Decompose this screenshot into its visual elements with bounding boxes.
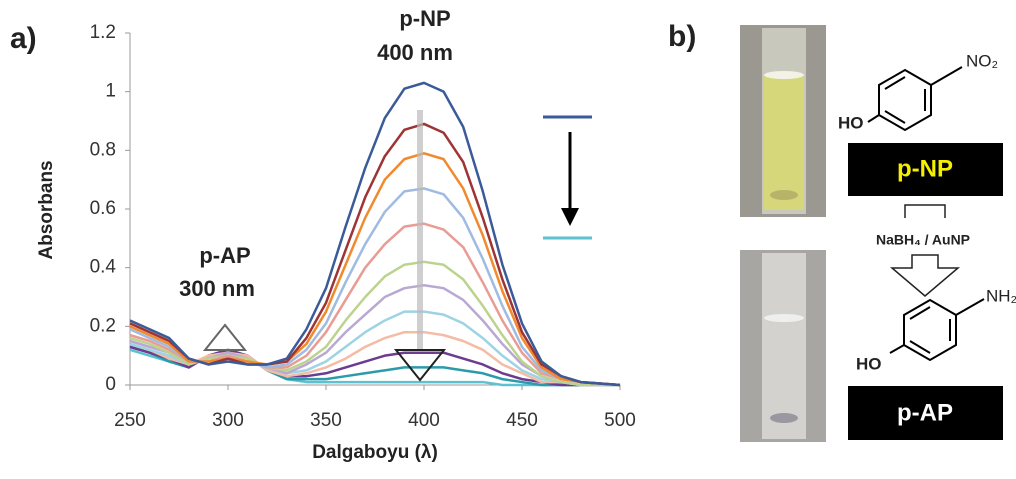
substituent: HO <box>856 354 882 373</box>
label-box <box>848 143 1003 196</box>
compound-label: p-NP <box>897 155 953 182</box>
y-tick-label: 0.4 <box>90 257 117 278</box>
substituent: NO₂ <box>966 51 998 70</box>
panel-label: b) <box>668 20 696 53</box>
x-tick-label: 350 <box>310 410 342 431</box>
plot: 0 0.2 0.4 0.6 0.8 1 1.2 250 300 350 400 450 500 <box>90 22 636 431</box>
y-tick-label: 0.6 <box>90 198 116 219</box>
y-tick-label: 0.8 <box>90 139 116 160</box>
y-tick-label: 0.2 <box>90 315 116 336</box>
label-box <box>848 386 1003 440</box>
x-tick-label: 300 <box>212 410 244 431</box>
substituent: NH₂ <box>986 286 1016 305</box>
cuvette-photo <box>740 25 826 217</box>
y-axis-label: Absorbans <box>36 160 57 259</box>
x-axis-label: Dalgaboyu (λ) <box>312 442 438 463</box>
reagent-bg <box>842 228 1004 254</box>
series-line <box>129 152 621 387</box>
y-tick-label: 1.2 <box>90 22 116 43</box>
annotation: p-NP <box>399 6 450 31</box>
x-tick-label: 450 <box>506 410 538 431</box>
y-tick-label: 0 <box>105 374 116 395</box>
series-line <box>129 260 620 387</box>
cuvette-photo <box>740 250 826 442</box>
legend-arrow <box>561 132 579 226</box>
series-line <box>129 330 620 387</box>
substituent: HO <box>838 113 864 132</box>
annotation: 300 nm <box>179 276 255 301</box>
benzene-ring <box>867 66 963 132</box>
annotation: 400 nm <box>377 40 453 65</box>
annotation-arrow <box>202 110 447 382</box>
benzene-ring <box>889 298 985 362</box>
annotation: p-AP <box>199 243 250 268</box>
x-tick-label: 400 <box>408 410 440 431</box>
series-line <box>129 81 621 387</box>
reaction-arrow <box>889 204 961 297</box>
x-tick-label: 500 <box>604 410 636 431</box>
reagent: NaBH₄ / AuNP <box>876 232 970 248</box>
x-tick-label: 250 <box>114 410 146 431</box>
y-tick-label: 1 <box>105 81 116 102</box>
compound-label: p-AP <box>897 399 953 426</box>
panel-label: a) <box>10 22 37 55</box>
